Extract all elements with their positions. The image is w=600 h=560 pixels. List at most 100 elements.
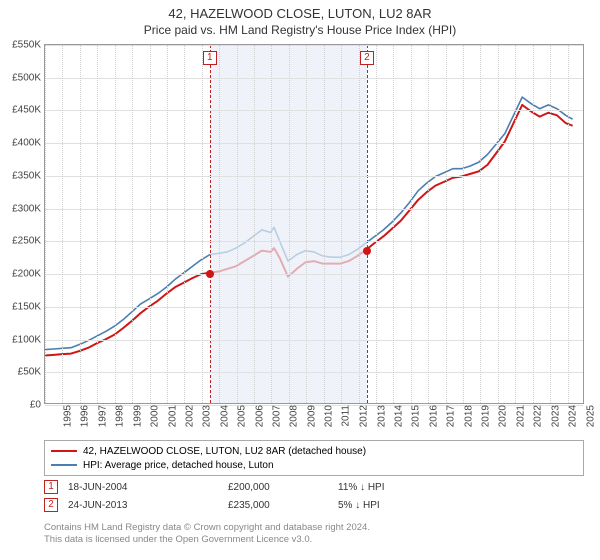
gridline-h [45,307,583,308]
gridline-v [324,45,325,403]
y-axis-label: £400K [12,138,41,149]
x-axis-label: 2005 [236,405,247,427]
y-axis-label: £200K [12,269,41,280]
gridline-v [184,45,185,403]
x-axis-label: 2025 [585,405,596,427]
y-axis-label: £500K [12,72,41,83]
y-axis-label: £550K [12,40,41,51]
x-axis-label: 2022 [533,405,544,427]
x-axis-label: 2021 [515,405,526,427]
gridline-v [376,45,377,403]
gridline-v [219,45,220,403]
x-axis-label: 2020 [498,405,509,427]
sale-marker-1: 1 [203,51,217,65]
x-axis-label: 1995 [62,405,73,427]
y-axis-label: £150K [12,301,41,312]
gridline-v [80,45,81,403]
y-axis-label: £0 [30,400,41,411]
sale-date: 24-JUN-2013 [68,500,218,511]
sale-price: £200,000 [228,482,328,493]
gridline-h [45,274,583,275]
legend-item: 42, HAZELWOOD CLOSE, LUTON, LU2 8AR (det… [51,444,577,458]
x-axis-label: 2009 [306,405,317,427]
gridline-v [45,45,46,403]
sale-vline [367,45,368,403]
x-axis-label: 1998 [115,405,126,427]
gridline-v [550,45,551,403]
x-axis-label: 2002 [184,405,195,427]
x-axis-label: 2006 [254,405,265,427]
gridline-v [167,45,168,403]
sale-marker-2: 2 [360,51,374,65]
gridline-v [341,45,342,403]
gridline-v [480,45,481,403]
gridline-v [132,45,133,403]
x-axis-label: 2011 [340,405,351,427]
sale-delta: 5% ↓ HPI [338,500,458,511]
chart-title-subtitle: Price paid vs. HM Land Registry's House … [0,23,600,37]
x-axis-label: 2019 [480,405,491,427]
gridline-v [446,45,447,403]
y-axis-label: £250K [12,236,41,247]
footnote-line1: Contains HM Land Registry data © Crown c… [44,522,584,534]
x-axis-label: 2016 [428,405,439,427]
y-axis-label: £450K [12,105,41,116]
gridline-v [533,45,534,403]
gridline-v [289,45,290,403]
x-axis-label: 2003 [202,405,213,427]
y-axis-label: £350K [12,170,41,181]
gridline-v [393,45,394,403]
x-axis-label: 2018 [463,405,474,427]
gridline-v [62,45,63,403]
footnote-line2: This data is licensed under the Open Gov… [44,534,584,546]
x-axis-label: 2015 [411,405,422,427]
gridline-h [45,143,583,144]
y-axis-label: £100K [12,334,41,345]
x-axis-label: 2012 [358,405,369,427]
gridline-h [45,209,583,210]
x-axis-label: 2010 [324,405,335,427]
gridline-h [45,372,583,373]
legend-item: HPI: Average price, detached house, Luto… [51,458,577,472]
gridline-v [498,45,499,403]
x-axis-label: 2007 [271,405,282,427]
y-axis-label: £300K [12,203,41,214]
x-axis-label: 2014 [393,405,404,427]
gridline-v [237,45,238,403]
x-axis-label: 2013 [376,405,387,427]
legend-swatch [51,464,77,466]
sale-row: 224-JUN-2013£235,0005% ↓ HPI [44,496,584,514]
sale-marker-icon: 1 [44,480,58,494]
chart-title-address: 42, HAZELWOOD CLOSE, LUTON, LU2 8AR [0,6,600,21]
x-axis-label: 1997 [97,405,108,427]
gridline-h [45,176,583,177]
x-axis-label: 2023 [550,405,561,427]
gridline-v [428,45,429,403]
gridline-v [97,45,98,403]
gridline-h [45,45,583,46]
x-axis-label: 2008 [289,405,300,427]
footnote: Contains HM Land Registry data © Crown c… [44,522,584,547]
gridline-v [271,45,272,403]
gridline-v [306,45,307,403]
chart-plot-area: £0£50K£100K£150K£200K£250K£300K£350K£400… [44,44,584,404]
y-axis-label: £50K [18,367,41,378]
x-axis-label: 2024 [567,405,578,427]
x-axis-label: 2000 [149,405,160,427]
sale-date: 18-JUN-2004 [68,482,218,493]
gridline-v [202,45,203,403]
legend-label: HPI: Average price, detached house, Luto… [83,460,274,471]
sale-marker-icon: 2 [44,498,58,512]
sale-vline [210,45,211,403]
chart-titles: 42, HAZELWOOD CLOSE, LUTON, LU2 8AR Pric… [0,0,600,39]
x-axis-label: 2004 [219,405,230,427]
gridline-v [359,45,360,403]
gridline-h [45,110,583,111]
gridline-h [45,340,583,341]
x-axis-label: 1996 [80,405,91,427]
x-axis-label: 2001 [167,405,178,427]
gridline-h [45,78,583,79]
gridline-v [411,45,412,403]
sales-table: 118-JUN-2004£200,00011% ↓ HPI224-JUN-201… [44,478,584,514]
gridline-v [150,45,151,403]
